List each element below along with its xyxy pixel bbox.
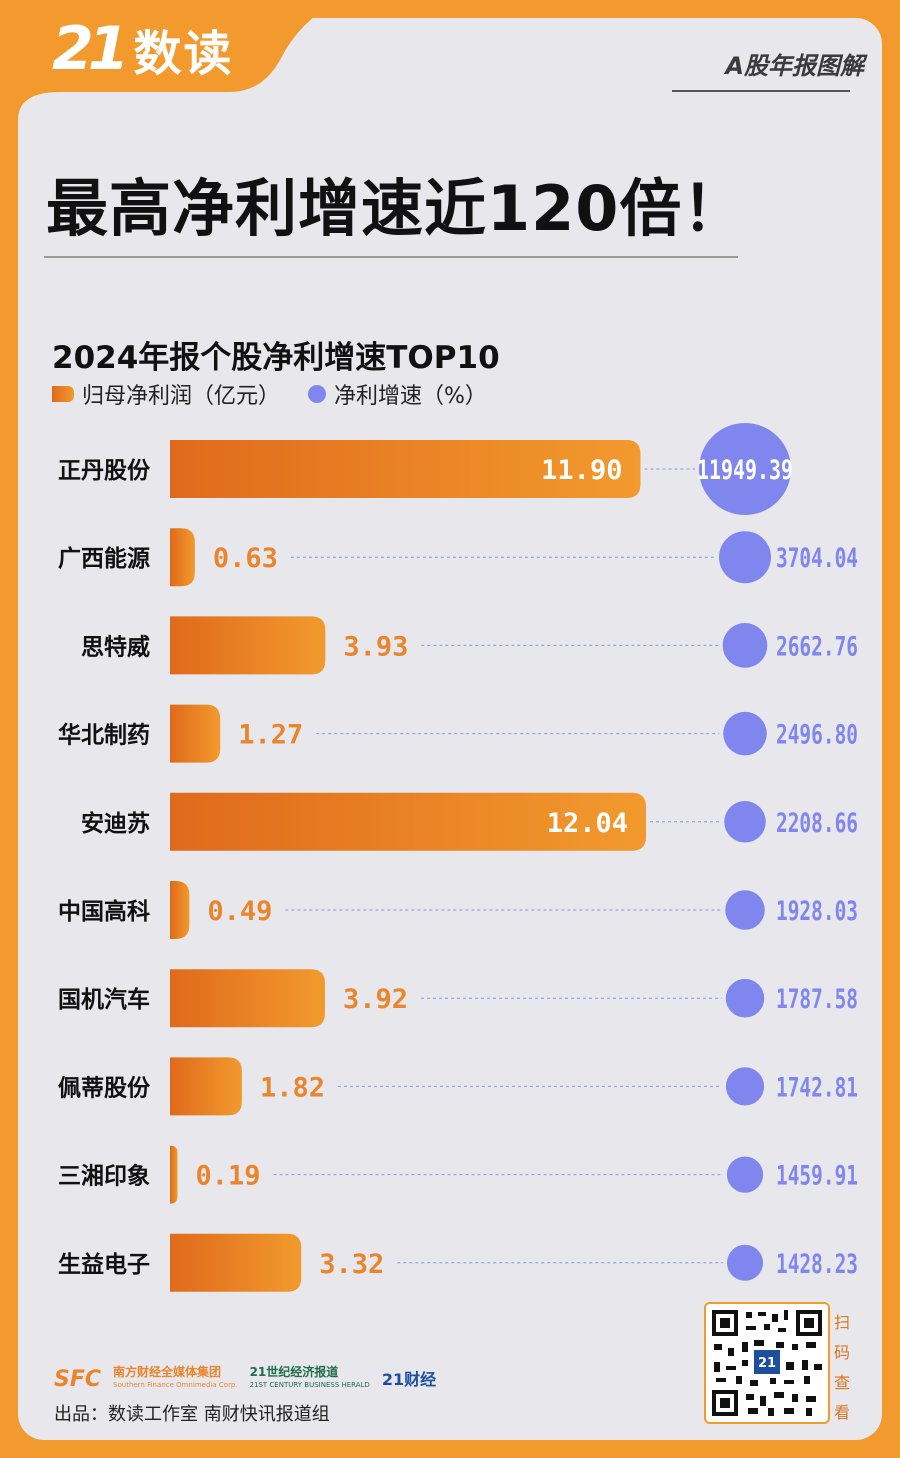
- qr-hint-char-3: 查: [833, 1373, 850, 1392]
- profit-bar: [170, 440, 641, 498]
- growth-bubble: [727, 1244, 763, 1281]
- growth-bubble: [722, 623, 768, 668]
- profit-bar: [170, 1057, 242, 1116]
- profit-value-label: 3.93: [343, 631, 408, 662]
- legend: 归母净利润（亿元） 净利增速（%）: [52, 378, 487, 410]
- legend-dot-swatch: [308, 385, 327, 403]
- growth-bubble: [725, 1067, 765, 1106]
- headline: 最高净利增速近120倍！: [46, 172, 746, 245]
- herald-logo: 21世纪经济报道 21ST CENTURY BUSINESS HERALD: [250, 1366, 370, 1392]
- profit-value-label: 3.32: [319, 1249, 384, 1280]
- chart-title: 2024年报个股净利增速TOP10: [52, 340, 500, 376]
- growth-bubble: [726, 1156, 764, 1193]
- growth-value-label: 1428.23: [776, 1249, 858, 1280]
- profit-bar: [170, 528, 195, 587]
- sfc-logo-name: 南方财经全媒体集团 Southern Finance Omnimedia Cor…: [113, 1366, 238, 1392]
- profit-value-label: 0.63: [213, 543, 278, 574]
- profit-bar: [170, 881, 190, 939]
- growth-bubble: [723, 711, 767, 756]
- profit-value-label: 1.27: [238, 720, 303, 751]
- growth-value-label: 1787.58: [776, 984, 858, 1015]
- profit-value-label: 0.49: [207, 896, 272, 927]
- profit-bar: [170, 1233, 302, 1292]
- legend-bar-swatch: [52, 386, 74, 402]
- growth-bubble: [719, 531, 771, 584]
- sfc-logo-en: Southern Finance Omnimedia Corp.: [113, 1381, 238, 1389]
- category-label: 安迪苏: [81, 810, 150, 837]
- qr-hint: 扫 码 查 看: [832, 1308, 852, 1428]
- category-label: 思特威: [81, 633, 150, 660]
- growth-value-label: 1928.03: [776, 896, 858, 927]
- growth-value-label: 1742.81: [776, 1072, 858, 1103]
- profit-bar: [170, 1145, 178, 1204]
- header-tab-shape: [18, 0, 340, 120]
- growth-bubble: [699, 423, 791, 515]
- profit-value-label: 11.90: [541, 455, 622, 486]
- category-label: 华北制药: [58, 722, 150, 749]
- headline-divider: [44, 256, 738, 258]
- growth-value-label: 2208.66: [776, 808, 858, 839]
- category-label: 生益电子: [58, 1251, 150, 1278]
- qr-hint-char-4: 看: [833, 1403, 850, 1422]
- series-title: A股年报图解: [725, 52, 864, 80]
- growth-value-label: 2496.80: [776, 720, 858, 751]
- category-label: 正丹股份: [58, 458, 151, 484]
- growth-value-label: 3704.04: [776, 543, 858, 574]
- growth-value-label: 2662.76: [776, 631, 858, 662]
- brand-logo: 21 数读: [52, 14, 234, 84]
- legend-bar-label: 归母净利润（亿元）: [82, 384, 281, 409]
- brand-logo-number: 21: [52, 14, 129, 84]
- growth-bubble: [725, 890, 765, 930]
- profit-bar: [170, 704, 221, 763]
- category-label: 三湘印象: [58, 1163, 150, 1190]
- brand-logo-text: 数读: [133, 26, 234, 82]
- growth-value-label: 1459.91: [776, 1161, 858, 1192]
- profit-value-label: 0.19: [196, 1161, 261, 1192]
- growth-bubble: [724, 801, 766, 843]
- category-label: 国机汽车: [58, 986, 150, 1013]
- category-label: 广西能源: [58, 545, 150, 572]
- category-label: 佩蒂股份: [58, 1074, 151, 1101]
- herald-logo-cn: 21世纪经济报道: [249, 1365, 339, 1379]
- profit-value-label: 1.82: [260, 1072, 325, 1103]
- profit-bar: [170, 616, 326, 675]
- svg-text:21: 21: [758, 1356, 776, 1371]
- profit-value-label: 3.92: [343, 984, 408, 1015]
- qr-code-icon[interactable]: 21: [704, 1302, 830, 1424]
- profit-value-label: 12.04: [547, 808, 628, 839]
- sfc-logo-cn: 南方财经全媒体集团: [113, 1365, 222, 1379]
- herald-logo-en: 21ST CENTURY BUSINESS HERALD: [249, 1381, 370, 1389]
- category-label: 中国高科: [58, 898, 150, 925]
- profit-bar: [170, 969, 325, 1028]
- footer-logos: SFC 南方财经全媒体集团 Southern Finance Omnimedia…: [54, 1366, 436, 1392]
- 21-finance-logo: 21财经: [381, 1369, 437, 1389]
- growth-bubble: [725, 978, 765, 1018]
- legend-dot-label: 净利增速（%）: [334, 384, 487, 409]
- growth-value-label: 11949.39: [697, 455, 793, 486]
- qr-hint-char-2: 码: [833, 1343, 850, 1362]
- sfc-logo-mark: SFC: [54, 1366, 102, 1392]
- series-underline: [672, 90, 850, 92]
- sfc-logo: SFC: [54, 1367, 101, 1392]
- qr-hint-char-1: 扫: [833, 1313, 850, 1332]
- footer-credit: 出品：数读工作室 南财快讯报道组: [54, 1404, 330, 1425]
- profit-bar: [170, 792, 646, 851]
